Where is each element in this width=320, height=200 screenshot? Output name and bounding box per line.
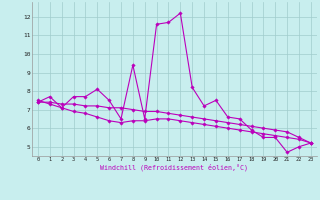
X-axis label: Windchill (Refroidissement éolien,°C): Windchill (Refroidissement éolien,°C): [100, 164, 248, 171]
